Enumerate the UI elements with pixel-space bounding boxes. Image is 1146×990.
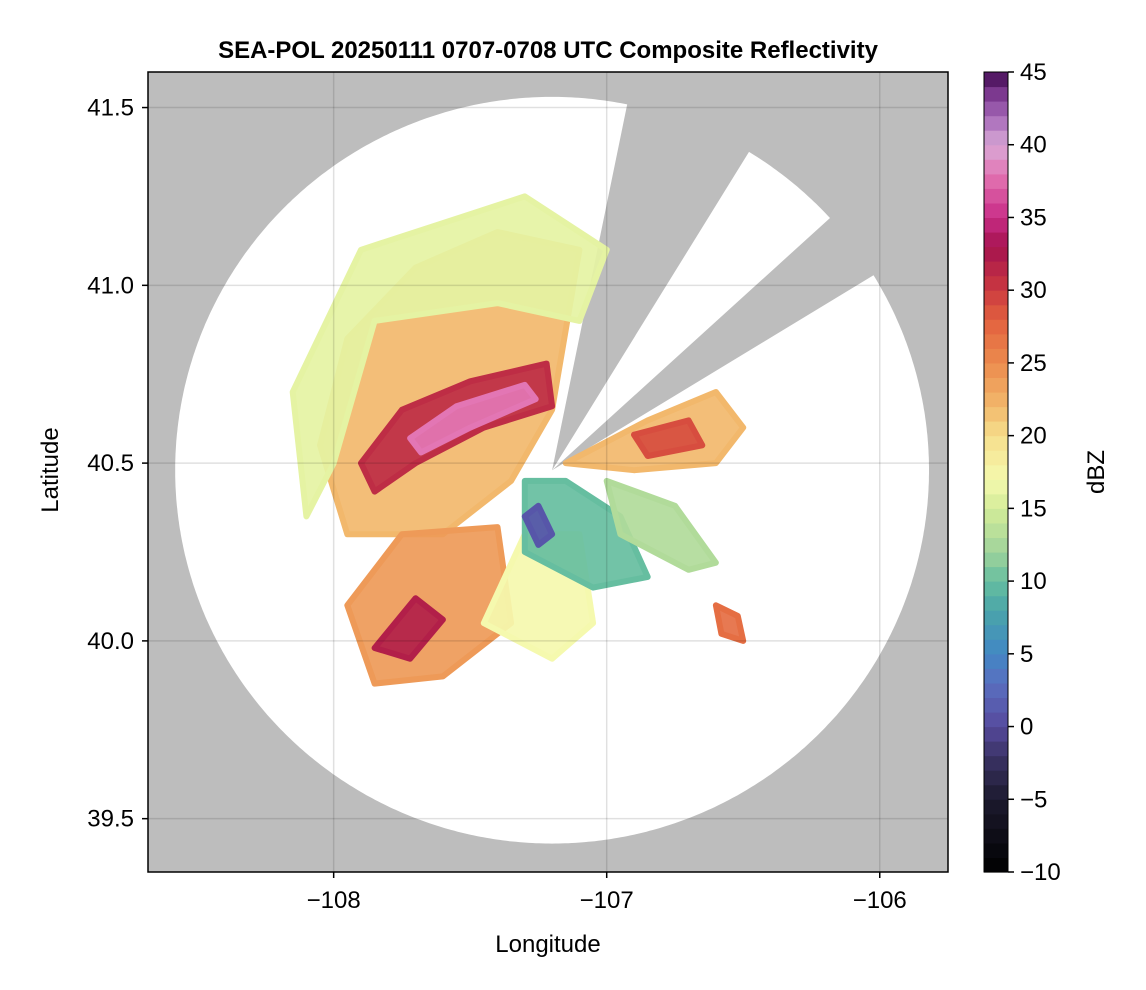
x-tick-label: −106 [853,887,907,914]
colorbar-band [984,101,1008,117]
colorbar-band [984,319,1008,335]
radar-coverage [175,96,929,844]
colorbar-band [984,755,1008,771]
colorbar-band [984,377,1008,393]
colorbar-band [984,348,1008,364]
colorbar-label: dBZ [1083,450,1110,494]
colorbar-band [984,581,1008,597]
colorbar-band [984,232,1008,248]
colorbar-band [984,479,1008,495]
colorbar-band [984,261,1008,277]
chart-title: SEA-POL 20250111 0707-0708 UTC Composite… [218,37,879,64]
colorbar-band [984,508,1008,524]
colorbar-band [984,610,1008,626]
colorbar-tick-label: 30 [1020,277,1047,304]
colorbar-band [984,159,1008,175]
colorbar-tick-label: 10 [1020,568,1047,595]
colorbar-band [984,726,1008,742]
y-tick-label: 39.5 [87,806,134,833]
echo-east-fringe [603,477,719,573]
echo-southeast-low [521,477,651,591]
echo-outer-light-northwest [289,193,610,520]
colorbar-band [984,246,1008,262]
colorbar-band [984,290,1008,306]
colorbar-band [984,362,1008,378]
colorbar-band [984,493,1008,509]
colorbar-band [984,275,1008,291]
colorbar-band [984,522,1008,538]
colorbar-band [984,624,1008,640]
y-axis: 39.5 40.0 40.5 41.0 41.5 [87,95,148,833]
colorbar-tick-label: 35 [1020,204,1047,231]
colorbar-tick-label: 20 [1020,423,1047,450]
colorbar-band [984,741,1008,757]
colorbar-tick-label: −5 [1020,786,1047,813]
colorbar-tick-label: −10 [1020,859,1061,886]
colorbar-band [984,86,1008,102]
colorbar-tick-label: 25 [1020,350,1047,377]
colorbar-band [984,712,1008,728]
colorbar-band [984,857,1008,873]
colorbar-band [984,842,1008,858]
colorbar-band [984,392,1008,408]
colorbar-tick-label: 45 [1020,59,1047,86]
y-axis-label: Latitude [37,427,64,512]
colorbar-band [984,537,1008,553]
colorbar-band [984,566,1008,582]
colorbar-band [984,799,1008,815]
plot-area [148,72,948,872]
x-axis-label: Longitude [495,931,600,958]
colorbar-tick-label: 0 [1020,714,1033,741]
colorbar-band [984,217,1008,233]
grid-layer [148,72,948,872]
colorbar-band [984,406,1008,422]
colorbar-band [984,464,1008,480]
colorbar-band [984,770,1008,786]
colorbar-tick-label: 5 [1020,641,1033,668]
colorbar-band [984,697,1008,713]
colorbar-band [984,653,1008,669]
plot-frame [147,71,949,873]
colorbar-bands [984,72,1008,873]
colorbar-band [984,130,1008,146]
colorbar-band [984,304,1008,320]
x-tick-label: −107 [580,887,634,914]
colorbar-ticks: −10 −5 0 5 10 15 20 25 30 35 40 45 [1008,59,1061,886]
colorbar-band [984,435,1008,451]
echo-band-max [407,381,539,456]
colorbar-band [984,115,1008,131]
colorbar: −10 −5 0 5 10 15 20 25 30 35 40 45 dBZ [983,59,1110,886]
colorbar-tick-label: 40 [1020,132,1047,159]
colorbar-band [984,595,1008,611]
y-tick-label: 40.0 [87,628,134,655]
colorbar-band [984,450,1008,466]
x-axis: −108 −107 −106 [307,872,907,914]
colorbar-tick-label: 15 [1020,495,1047,522]
colorbar-band [984,639,1008,655]
colorbar-frame [983,71,1009,873]
colorbar-band [984,421,1008,437]
colorbar-band [984,784,1008,800]
x-tick-label: −108 [307,887,361,914]
colorbar-band [984,173,1008,189]
y-tick-label: 41.5 [87,95,134,122]
colorbar-band [984,202,1008,218]
echo-southeast-weak [521,502,556,548]
colorbar-band [984,682,1008,698]
echo-layer [289,193,747,687]
echo-south-arm-core [371,595,446,662]
colorbar-band [984,144,1008,160]
echo-southeast-cell [712,602,747,644]
colorbar-band [984,668,1008,684]
colorbar-band [984,188,1008,204]
echo-east-core [631,417,706,459]
colorbar-band [984,813,1008,829]
colorbar-band [984,72,1008,88]
y-tick-label: 41.0 [87,272,134,299]
colorbar-band [984,828,1008,844]
colorbar-band [984,333,1008,349]
colorbar-band [984,552,1008,568]
y-tick-label: 40.5 [87,450,134,477]
